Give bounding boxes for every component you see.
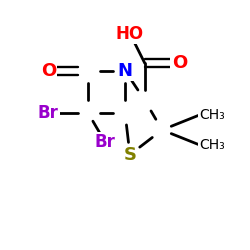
Text: N: N [118, 62, 132, 80]
Text: Br: Br [95, 133, 116, 151]
Text: O: O [172, 54, 187, 72]
Text: HO: HO [116, 24, 144, 42]
Text: S: S [124, 146, 136, 164]
Text: O: O [41, 62, 56, 80]
Text: CH₃: CH₃ [199, 108, 225, 122]
Text: CH₃: CH₃ [199, 138, 225, 152]
Text: Br: Br [38, 104, 59, 122]
